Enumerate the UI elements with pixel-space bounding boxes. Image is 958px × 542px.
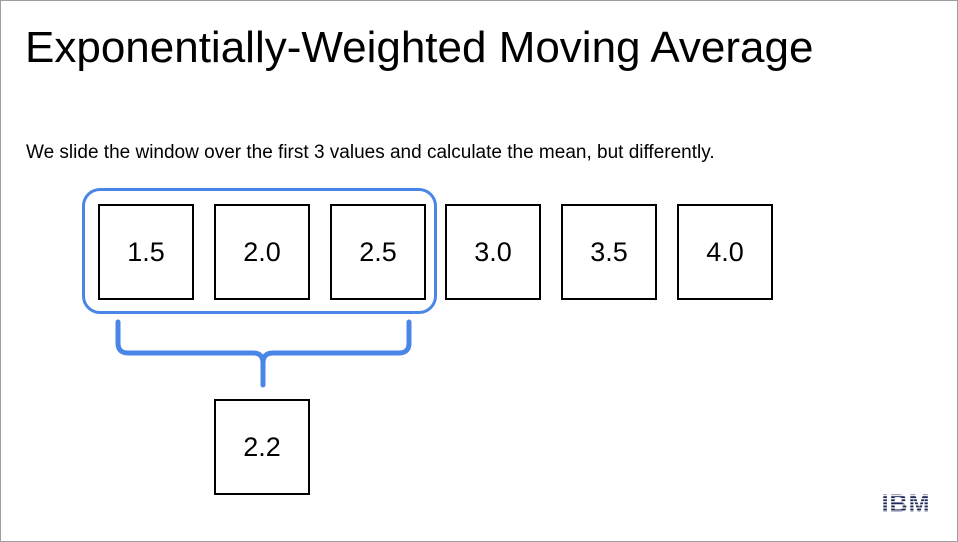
value-box-4: 3.0 bbox=[445, 204, 541, 300]
svg-text:IBM: IBM bbox=[882, 490, 931, 516]
value-box-1: 1.5 bbox=[98, 204, 194, 300]
sliding-window-outline bbox=[82, 188, 437, 314]
slide-title: Exponentially-Weighted Moving Average bbox=[25, 23, 814, 72]
slide-description: We slide the window over the first 3 val… bbox=[26, 142, 715, 163]
ibm-logo: IBM bbox=[882, 490, 931, 516]
result-box: 2.2 bbox=[214, 399, 310, 495]
value-box-6: 4.0 bbox=[677, 204, 773, 300]
value-box-2: 2.0 bbox=[214, 204, 310, 300]
value-box-5: 3.5 bbox=[561, 204, 657, 300]
value-box-3: 2.5 bbox=[330, 204, 426, 300]
